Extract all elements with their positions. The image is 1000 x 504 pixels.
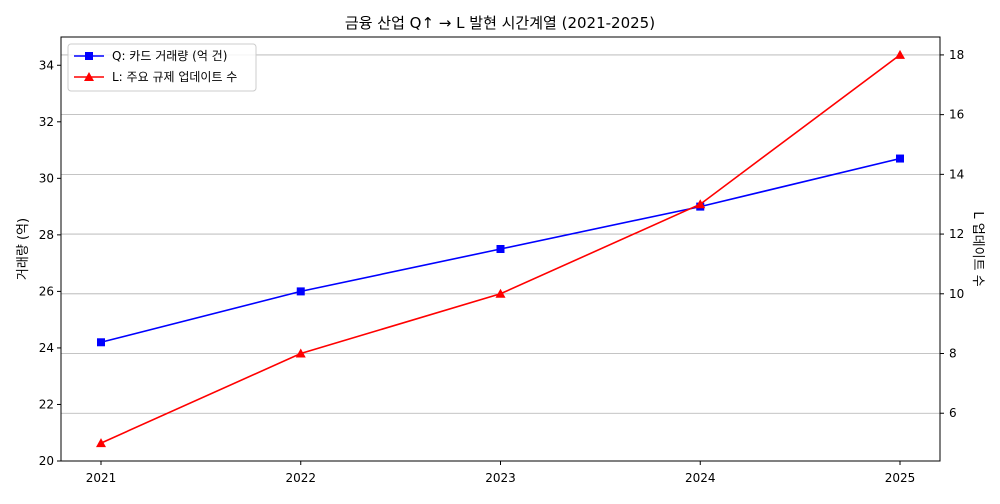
y-left-tick-label: 24 (39, 341, 54, 355)
y-left-tick-label: 32 (39, 115, 54, 129)
legend: Q: 카드 거래량 (억 건) L: 주요 규제 업데이트 수 (67, 43, 257, 92)
series-layer (96, 49, 905, 448)
y-right-tick-label: 6 (949, 406, 957, 420)
y-left-tick-label: 30 (39, 171, 54, 185)
y-axis-left-title: 거래량 (억) (16, 218, 31, 280)
y-right-tick-label: 10 (949, 287, 964, 301)
data-point (695, 199, 706, 209)
y-right-tick-label: 14 (949, 167, 964, 181)
x-tick-label: 2022 (285, 471, 316, 485)
y-axis-right: 6 8 10 12 14 16 18 (940, 48, 964, 420)
data-point (295, 348, 306, 358)
data-point (296, 287, 305, 296)
y-right-tick-label: 16 (949, 108, 964, 122)
y-right-tick-label: 18 (949, 48, 964, 62)
y-left-tick-label: 26 (39, 284, 54, 298)
legend-marker (85, 52, 93, 60)
data-point (895, 49, 905, 59)
y-right-tick-label: 8 (949, 347, 957, 361)
grid-lines (61, 54, 940, 414)
legend-box (67, 43, 257, 92)
y-left-tick-label: 34 (39, 58, 54, 72)
data-point (496, 245, 505, 253)
legend-label: L: 주요 규제 업데이트 수 (112, 70, 237, 84)
data-point (896, 154, 904, 163)
x-tick-label: 2023 (485, 471, 516, 485)
chart-title: 금융 산업 Q↑ → L 발현 시간계열 (2021-2025) (345, 14, 655, 32)
data-point (96, 438, 106, 448)
y-left-tick-label: 22 (39, 397, 54, 411)
y-axis-right-title: L 업데이트 수 (970, 211, 985, 286)
x-tick-label: 2021 (86, 471, 117, 485)
data-point (97, 338, 105, 347)
x-axis: 2021 2022 2023 2024 2025 (86, 461, 916, 485)
legend-marker (84, 72, 94, 81)
data-point (495, 288, 506, 298)
x-tick-label: 2025 (885, 471, 916, 485)
y-left-tick-label: 28 (39, 228, 54, 242)
series-q (97, 154, 904, 347)
y-axis-left: 20 22 24 26 28 30 32 34 (39, 58, 61, 468)
legend-label: Q: 카드 거래량 (억 건) (112, 49, 227, 63)
series-l (96, 49, 905, 448)
y-left-tick-label: 20 (39, 454, 54, 468)
x-tick-label: 2024 (685, 471, 716, 485)
y-right-tick-label: 12 (949, 227, 964, 241)
